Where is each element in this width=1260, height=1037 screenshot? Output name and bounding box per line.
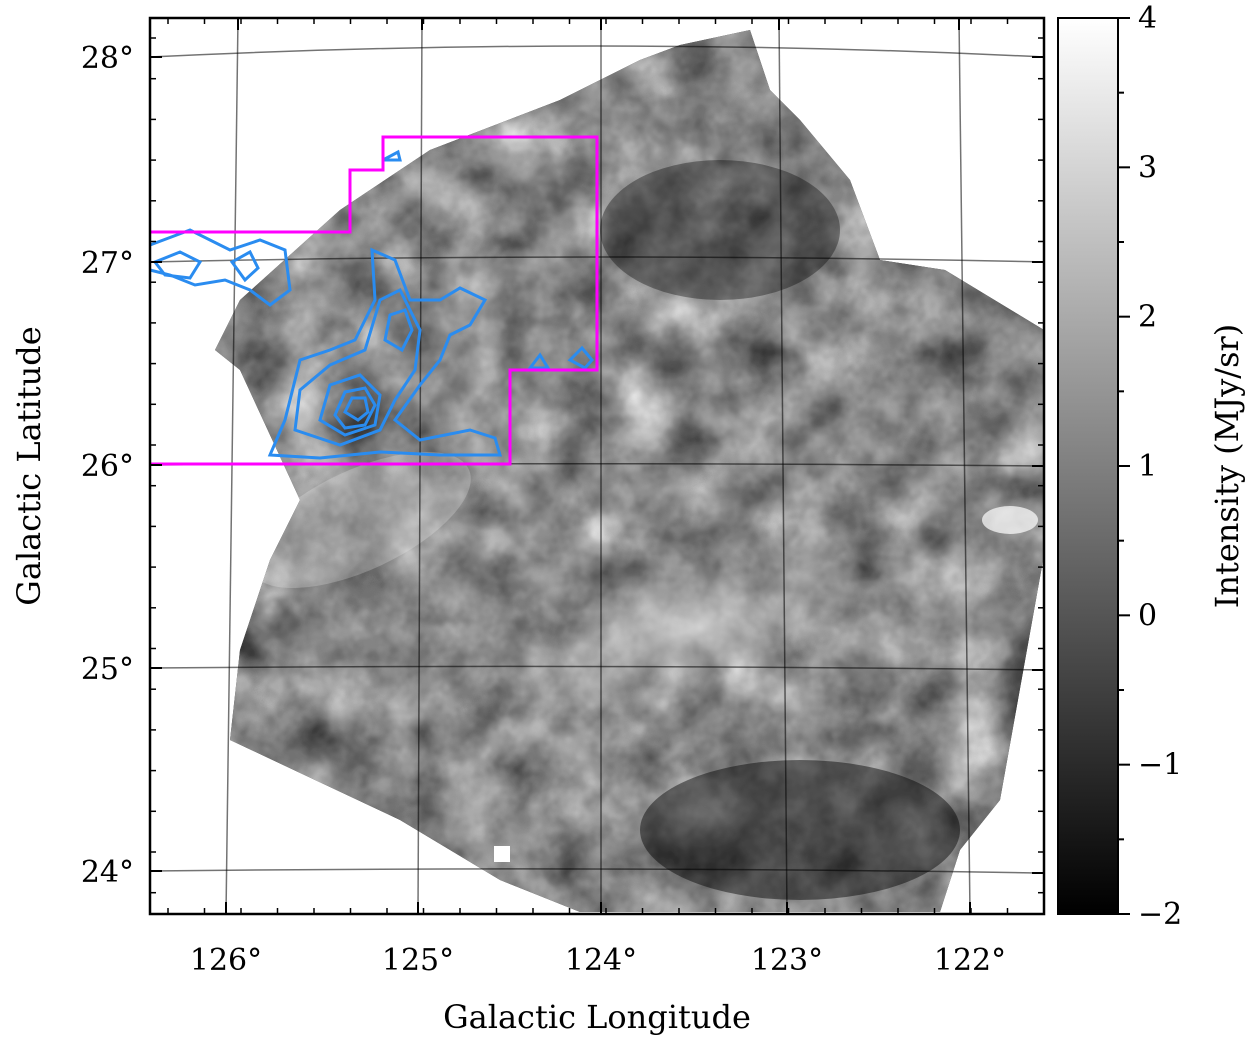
grid-lat-24	[149, 868, 1045, 874]
contour-topleft-2	[152, 250, 203, 280]
tick-marks	[150, 18, 1044, 914]
colorbar-tick-label: 4	[1138, 1, 1157, 36]
bright-filament-lower	[400, 499, 900, 741]
x-tick-label-125: 125°	[382, 943, 454, 978]
colorbar: 4 3 2 1 0 −1 −2 Intensity (MJy/sr)	[1057, 1, 1246, 932]
colorbar-ticks	[1118, 17, 1130, 915]
y-tick-label-28: 28°	[81, 41, 134, 76]
y-tick-labels: 28° 27° 26° 25° 24°	[81, 41, 134, 890]
grid-lat-25	[149, 665, 1045, 671]
colorbar-tick-label: 3	[1138, 150, 1157, 185]
y-tick-label-24: 24°	[81, 855, 134, 890]
colorbar-gradient	[1057, 17, 1119, 915]
y-tick-label-26: 26°	[81, 449, 134, 484]
y-axis-label: Galactic Latitude	[10, 326, 48, 605]
grid-lon-126	[225, 17, 239, 915]
contour-topleft-1	[149, 228, 292, 307]
bright-knot-right	[982, 506, 1038, 534]
minor-ticks	[150, 18, 1044, 914]
colorbar-label: Intensity (MJy/sr)	[1208, 324, 1246, 609]
contour-small-1	[382, 149, 402, 162]
coordinate-grid	[149, 17, 1045, 915]
x-axis-label: Galactic Longitude	[443, 998, 751, 1036]
colorbar-tick-label: −2	[1138, 897, 1182, 932]
contour-north-1	[383, 308, 414, 353]
colorbar-tick-label: 0	[1138, 598, 1157, 633]
masked-pixel	[494, 846, 510, 862]
x-tick-labels: 126° 125° 124° 123° 122°	[190, 943, 1006, 978]
grid-lat-28	[149, 45, 1045, 58]
dark-void-lower	[640, 760, 960, 900]
bright-filament-left	[249, 451, 471, 589]
contour-small-2	[567, 345, 594, 370]
x-tick-label-122: 122°	[934, 943, 1006, 978]
contour-overlay	[149, 149, 594, 460]
contour-peak-1	[333, 386, 377, 430]
contour-topleft-3	[229, 249, 260, 283]
y-tick-label-25: 25°	[81, 652, 134, 687]
grid-lon-122	[958, 17, 971, 915]
x-tick-label-124: 124°	[565, 943, 637, 978]
x-tick-label-123: 123°	[751, 943, 823, 978]
contour-peak-2	[343, 396, 370, 422]
colorbar-tick-label: 1	[1138, 449, 1157, 484]
grid-lon-125	[417, 17, 423, 915]
grid-lon-123	[778, 17, 788, 915]
colorbar-tick-labels: 4 3 2 1 0 −1 −2	[1138, 1, 1182, 932]
contour-mid-2	[318, 373, 382, 437]
x-tick-label-126: 126°	[190, 943, 262, 978]
region-boundary	[150, 135, 599, 466]
colorbar-tick-label: −1	[1138, 748, 1182, 783]
colorbar-tick-label: 2	[1138, 300, 1157, 335]
y-tick-label-27: 27°	[81, 246, 134, 281]
dark-void-upper	[600, 160, 840, 300]
contour-small-3	[526, 352, 551, 370]
contour-mid-1	[293, 287, 422, 447]
contour-outer	[267, 247, 503, 460]
